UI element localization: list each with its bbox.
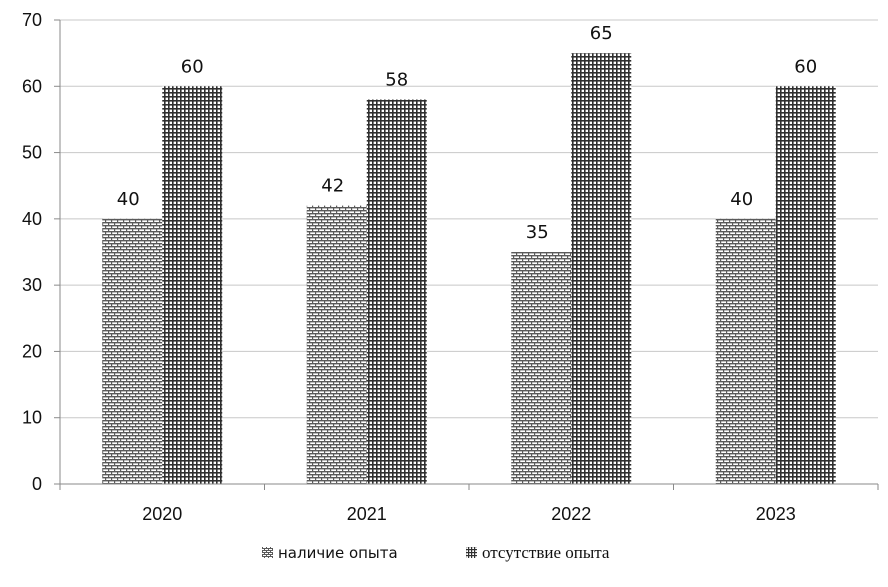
data-label: 60 [794,56,817,77]
data-label: 60 [181,56,204,77]
y-tick-label: 40 [22,209,42,229]
data-label: 58 [385,70,408,91]
x-tick-label: 2021 [347,504,387,524]
legend-swatch-0 [262,547,273,558]
legend-label-1: отсутствие опыта [482,543,610,562]
bar-2021-series-1 [366,99,427,485]
data-labels: 40 60 42 58 35 65 40 60 [117,23,817,243]
legend-label-0: наличие опыта [278,544,398,562]
data-label: 42 [321,176,344,197]
bars [102,53,836,485]
data-label: 40 [730,189,753,210]
y-tick-label: 50 [22,143,42,163]
bar-2021-series-0 [306,205,367,484]
y-tick-label: 30 [22,275,42,295]
y-tick-label: 70 [22,10,42,30]
y-tick-label: 60 [22,76,42,96]
bar-2023-series-0 [715,218,776,484]
bar-2022-series-0 [511,252,572,484]
y-tick-label: 0 [32,474,42,494]
legend-swatch-1 [466,547,477,558]
bar-2020-series-1 [162,86,223,485]
y-tick-label: 10 [22,408,42,428]
legend: наличие опыта отсутствие опыта [262,543,610,562]
bar-2020-series-0 [102,218,163,484]
x-tick-label: 2020 [142,504,182,524]
data-label: 65 [590,23,613,44]
y-tick-label: 20 [22,341,42,361]
bar-2022-series-1 [571,53,632,485]
data-label: 35 [526,222,549,243]
x-tick-label: 2022 [551,504,591,524]
axes: 0 10 20 30 40 50 60 70 2020 2021 2022 2023 [22,10,879,524]
bar-2023-series-1 [775,86,836,485]
x-tick-label: 2023 [756,504,796,524]
data-label: 40 [117,189,140,210]
